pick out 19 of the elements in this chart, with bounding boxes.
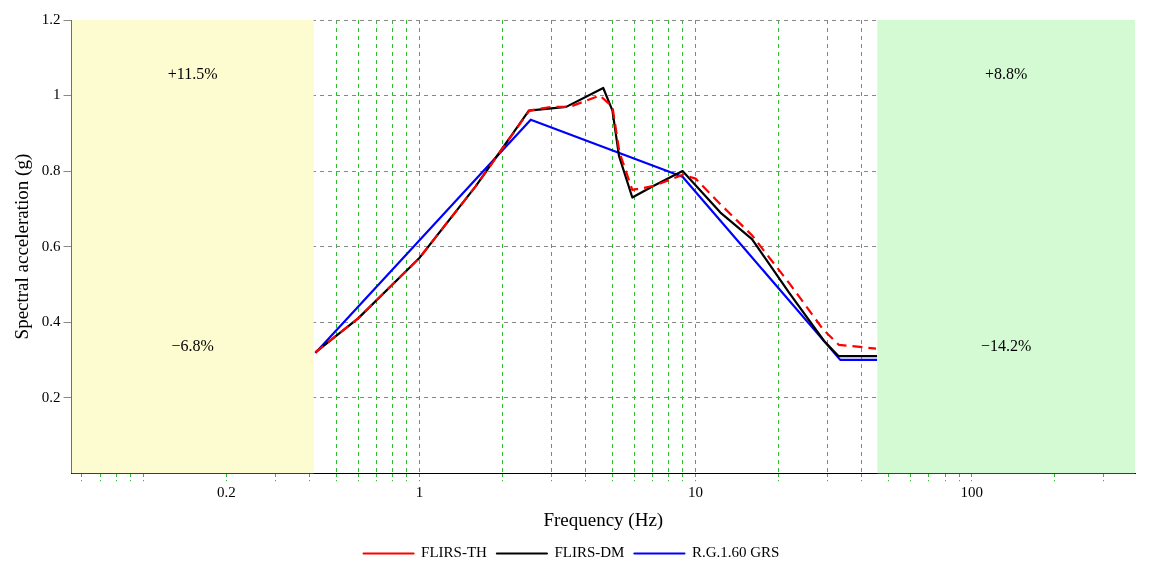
- y-tick-label: 0.2: [41, 388, 61, 405]
- x-axis-title: Frequency (Hz): [543, 508, 664, 531]
- legend-label: FLIRS-DM: [554, 544, 625, 561]
- y-tick-label: 1.2: [41, 10, 61, 27]
- x-tick-label: 0.2: [217, 484, 236, 501]
- legend-label: FLIRS-TH: [421, 544, 488, 561]
- x-tick-label: 100: [960, 484, 984, 501]
- x-tick-label: 10: [688, 484, 704, 501]
- y-tick-label: 0.8: [41, 162, 61, 178]
- annotation: −14.2%: [980, 336, 1032, 354]
- x-tick-label: 1: [415, 484, 424, 501]
- y-axis-title: Spectral acceleration (g): [11, 153, 34, 340]
- y-tick-label: 1: [53, 86, 61, 103]
- annotation: −6.8%: [171, 336, 214, 354]
- y-tick-label: 0.4: [41, 313, 62, 330]
- annotation: +8.8%: [984, 64, 1028, 82]
- legend-label: R.G.1.60 GRS: [691, 544, 780, 561]
- annotation: +11.5%: [167, 64, 218, 82]
- y-tick-label: 0.6: [41, 237, 62, 254]
